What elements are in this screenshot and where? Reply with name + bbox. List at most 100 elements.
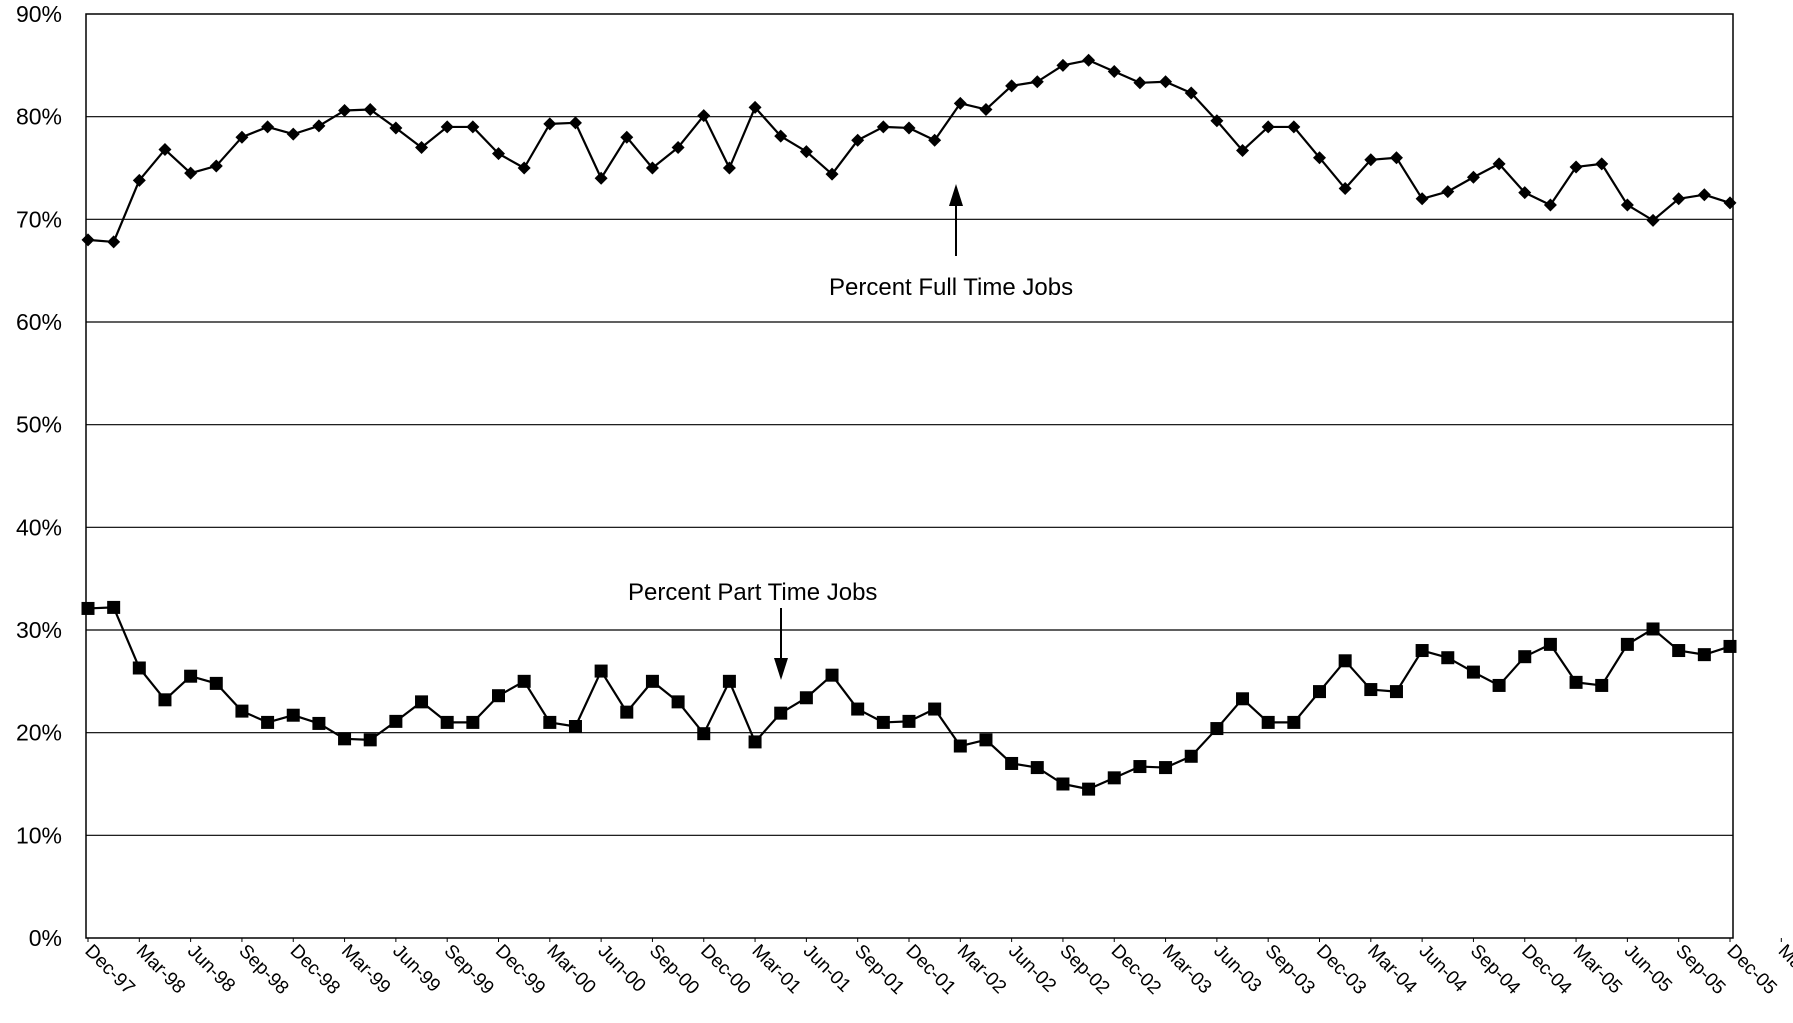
data-point: [261, 715, 275, 729]
data-point: [1082, 782, 1096, 796]
data-point: [466, 120, 480, 134]
data-point: [158, 693, 172, 707]
data-point: [1056, 58, 1070, 72]
data-point: [1441, 651, 1455, 665]
data-point: [1107, 771, 1121, 785]
data-point: [1184, 86, 1198, 100]
data-point: [953, 96, 967, 110]
data-point: [235, 130, 249, 144]
x-tick-label: Mar-03: [1158, 941, 1215, 998]
y-tick-label: 40%: [16, 514, 62, 540]
data-point: [953, 739, 967, 753]
data-point: [902, 121, 916, 135]
data-point: [132, 173, 146, 187]
data-point: [517, 674, 531, 688]
y-axis-tick-labels: 0% 10% 20% 30% 40% 50% 60% 70% 80% 90%: [16, 1, 62, 951]
data-point: [1338, 654, 1352, 668]
data-point: [979, 102, 993, 116]
x-tick-label: Dec-03: [1312, 941, 1370, 999]
data-point: [671, 695, 685, 709]
x-tick-label: Dec-05: [1722, 941, 1780, 999]
x-tick-label: Sep-01: [850, 941, 908, 999]
data-point: [1620, 198, 1634, 212]
x-tick-label: Jun-02: [1004, 941, 1060, 997]
data-point: [851, 133, 865, 147]
data-point: [1313, 151, 1326, 165]
data-point: [1646, 213, 1660, 227]
annotation-arrowhead-full-time: [949, 184, 963, 206]
x-tick-label: Mar-00: [542, 941, 599, 998]
data-point: [1723, 196, 1737, 210]
data-point: [876, 120, 890, 134]
x-tick-label: Mar-99: [337, 941, 394, 998]
data-point: [1030, 75, 1044, 89]
data-point: [799, 145, 813, 159]
data-point: [1261, 120, 1275, 134]
data-point: [825, 167, 839, 181]
data-point: [671, 140, 685, 154]
data-point: [1415, 192, 1429, 206]
data-point: [722, 161, 736, 175]
data-point: [876, 715, 890, 729]
plot-area-border: [85, 13, 1734, 939]
data-point: [1646, 622, 1660, 636]
x-tick-label: Dec-98: [286, 941, 344, 999]
data-point: [363, 733, 377, 747]
data-point: [184, 669, 198, 683]
data-point: [697, 727, 711, 741]
data-point: [928, 133, 942, 147]
data-point: [1313, 685, 1326, 699]
x-tick-label: Dec-00: [696, 941, 754, 999]
data-point: [1338, 182, 1352, 196]
x-tick-label: Sep-03: [1261, 941, 1319, 999]
annotation-part-time: Percent Part Time Jobs: [628, 579, 877, 606]
data-point: [286, 127, 300, 141]
data-point: [1287, 715, 1301, 729]
x-tick-label: Mar-01: [748, 941, 805, 998]
y-tick-label: 10%: [16, 822, 62, 848]
x-tick-label: Jun-03: [1209, 941, 1265, 997]
data-point: [466, 715, 480, 729]
data-point: [851, 702, 865, 716]
x-tick-label: Dec-02: [1107, 941, 1165, 999]
data-point: [312, 119, 326, 133]
data-point: [1466, 665, 1480, 679]
data-point: [1492, 157, 1506, 171]
data-point: [107, 235, 121, 249]
data-point: [81, 601, 95, 615]
x-tick-label: Mar-05: [1569, 941, 1626, 998]
data-point: [825, 668, 839, 682]
data-point: [286, 708, 300, 722]
data-point: [1595, 678, 1609, 692]
data-point: [774, 706, 788, 720]
data-point: [1415, 644, 1429, 658]
y-tick-label: 90%: [16, 1, 62, 27]
data-point: [1569, 160, 1583, 174]
x-tick-label: Sep-05: [1671, 941, 1729, 999]
x-tick-label: Sep-99: [440, 941, 498, 999]
data-point: [312, 716, 326, 730]
x-tick-label: Sep-02: [1055, 941, 1113, 999]
data-point: [209, 676, 223, 690]
data-point: [1569, 675, 1583, 689]
data-point: [1056, 777, 1070, 791]
x-tick-label: Dec-99: [491, 941, 549, 999]
data-point: [1030, 761, 1044, 775]
data-point: [1133, 760, 1147, 774]
data-point: [363, 102, 377, 116]
data-point: [722, 674, 736, 688]
data-point: [1236, 144, 1250, 158]
data-point: [1287, 120, 1301, 134]
y-tick-label: 70%: [16, 206, 62, 232]
data-point: [620, 705, 634, 719]
x-tick-label: Jun-04: [1415, 941, 1471, 997]
data-point: [1723, 639, 1737, 653]
y-tick-label: 30%: [16, 617, 62, 643]
x-tick-label: Sep-04: [1466, 941, 1524, 999]
y-tick-label: 0%: [29, 925, 62, 951]
data-point: [1261, 715, 1275, 729]
x-tick-label: Mar-98: [132, 941, 189, 998]
data-point: [928, 702, 942, 716]
series-line: [87, 606, 1731, 791]
